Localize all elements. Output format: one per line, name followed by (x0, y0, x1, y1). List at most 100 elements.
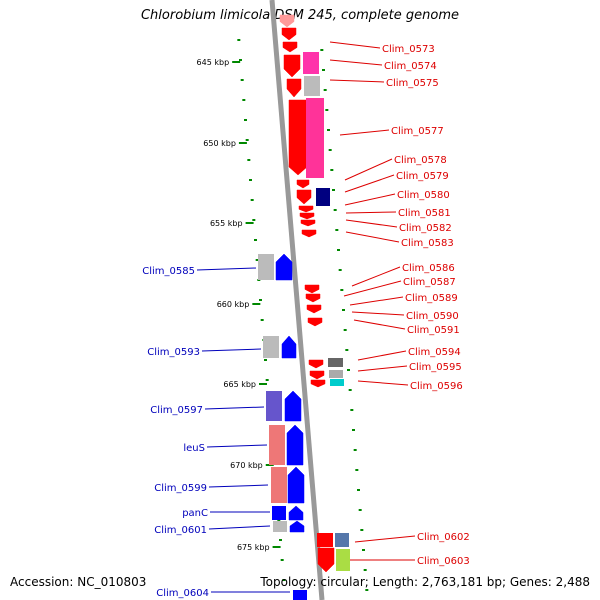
gene-label: Clim_0577 (391, 126, 444, 137)
leader-line (357, 350, 407, 361)
gene-label: Clim_0595 (409, 362, 462, 373)
gene-label: Clim_0590 (406, 311, 459, 322)
gene-arrow (279, 14, 295, 28)
gene-arrow (298, 205, 314, 213)
map-title: Chlorobium limicola DSM 245, complete ge… (140, 8, 460, 23)
leader-line (208, 525, 271, 530)
gene-box (293, 590, 307, 600)
leader-line (339, 129, 390, 136)
gene-arrow (275, 253, 293, 281)
gene-arrow (300, 219, 316, 227)
gene-label: Clim_0604 (156, 588, 209, 599)
gene-label: Clim_0596 (410, 381, 463, 392)
gene-label: Clim_0574 (384, 61, 437, 72)
leader-line (204, 406, 265, 410)
gene-label: Clim_0582 (399, 223, 452, 234)
gene-arrow (299, 212, 315, 220)
gene-label: Clim_0589 (405, 293, 458, 304)
leader-line (357, 365, 408, 372)
gene-box (304, 76, 320, 96)
gene-arrow (286, 424, 304, 466)
gene-box (263, 336, 279, 358)
gene-arrow (296, 179, 310, 189)
leader-line (353, 319, 406, 330)
leader-line (343, 280, 402, 297)
topology-text: Topology: circular; Length: 2,763,181 bp… (260, 575, 590, 589)
gene-label: Clim_0599 (154, 483, 207, 494)
gene-label: Clim_0583 (401, 238, 454, 249)
gene-arrow (288, 505, 304, 521)
leader-line (351, 311, 405, 316)
gene-label: panC (182, 508, 208, 519)
gene-box (266, 391, 282, 421)
gene-arrow (289, 520, 305, 533)
gene-arrow (281, 27, 297, 41)
gene-box (336, 549, 350, 571)
accession-text: Accession: NC_010803 (10, 575, 147, 589)
gene-label: Clim_0587 (403, 277, 456, 288)
gene-label: Clim_0579 (396, 171, 449, 182)
gene-arrow (287, 466, 305, 504)
gene-box (273, 521, 287, 532)
gene-box (306, 98, 324, 178)
leader-line (345, 231, 400, 243)
gene-arrow (288, 99, 308, 176)
leader-line (354, 535, 416, 543)
gene-label: Clim_0597 (150, 405, 203, 416)
leader-line (329, 41, 381, 49)
leader-line (344, 158, 393, 181)
gene-features (258, 14, 350, 600)
leader-line (344, 193, 396, 206)
gene-arrow (281, 335, 297, 359)
leader-line (196, 267, 257, 271)
leader-line (349, 296, 404, 306)
gene-arrow (284, 390, 302, 422)
gene-arrow (301, 229, 317, 238)
genome-backbone (269, 0, 325, 600)
gene-arrow (317, 547, 335, 573)
gene-box (330, 379, 344, 386)
gene-arrow (306, 304, 322, 314)
leader-line (344, 174, 395, 193)
gene-box (317, 533, 333, 547)
gene-arrow (286, 78, 302, 98)
gene-arrow (304, 284, 320, 294)
gene-label: Clim_0585 (142, 266, 195, 277)
scale-label: 650 kbp (203, 139, 236, 148)
gene-arrow (305, 293, 321, 303)
scale-label: 660 kbp (217, 300, 250, 309)
leader-line (357, 380, 409, 386)
leader-line (206, 444, 268, 448)
gene-arrow (282, 41, 298, 53)
gene-box (269, 425, 285, 465)
gene-box (272, 506, 286, 520)
scale-labels: 645 kbp 650 kbp 655 kbp 660 kbp 665 kbp 670 k… (197, 58, 281, 552)
gene-label: Clim_0593 (147, 347, 200, 358)
gene-label: Clim_0603 (417, 556, 470, 567)
leader-line (329, 59, 383, 66)
leader-line (201, 348, 262, 352)
gene-arrow (308, 359, 324, 369)
leader-line (345, 211, 397, 214)
gene-label: Clim_0575 (386, 78, 439, 89)
gene-label: Clim_0580 (397, 190, 450, 201)
gene-label: Clim_0578 (394, 155, 447, 166)
gene-label: Clim_0594 (408, 347, 461, 358)
leader-line (351, 266, 401, 287)
scale-label: 655 kbp (210, 219, 243, 228)
scale-label: 645 kbp (197, 58, 230, 67)
gene-box (303, 52, 319, 74)
gene-box (258, 254, 274, 280)
gene-label: Clim_0591 (407, 325, 460, 336)
gene-arrow (283, 54, 301, 78)
gene-label: Clim_0573 (382, 44, 435, 55)
gene-box (271, 467, 287, 503)
gene-box (329, 370, 343, 378)
gene-label: Clim_0586 (402, 263, 455, 274)
gene-label: Clim_0581 (398, 208, 451, 219)
gene-box (328, 358, 343, 367)
right-gene-labels: Clim_0573 Clim_0574 Clim_0575 Clim_0577 Clim… (329, 41, 470, 567)
gene-arrow (309, 370, 325, 380)
scale-label: 675 kbp (237, 543, 270, 552)
